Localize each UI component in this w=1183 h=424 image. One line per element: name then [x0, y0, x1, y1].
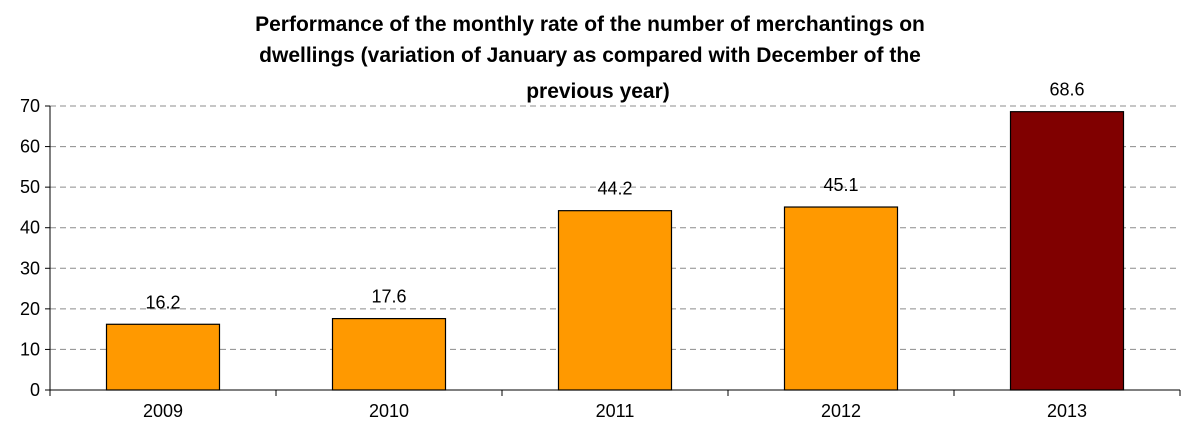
bars: [105, 111, 1125, 391]
data-label: 44.2: [597, 179, 632, 199]
bar-2012: [783, 206, 899, 391]
y-tick-label: 0: [30, 380, 40, 400]
bar-2010: [331, 317, 447, 391]
data-label: 16.2: [145, 292, 180, 312]
x-tick-label: 2012: [821, 401, 861, 421]
x-tick-label: 2009: [143, 401, 183, 421]
data-label: 68.6: [1049, 80, 1084, 100]
chart-title: Performance of the monthly rate of the n…: [255, 13, 925, 103]
x-tick-label: 2010: [369, 401, 409, 421]
chart-title-line-2: dwellings (variation of January as compa…: [259, 44, 921, 67]
y-axis-tick-labels: 0 10 20 30 40 50 60 70: [20, 96, 40, 400]
chart-title-line-1: Performance of the monthly rate of the n…: [255, 13, 925, 36]
y-tick-label: 50: [20, 177, 40, 197]
data-label: 17.6: [371, 287, 406, 307]
bar-2011: [557, 210, 673, 391]
chart-title-line-3: previous year): [526, 80, 670, 103]
bar-2009: [105, 323, 221, 391]
y-tick-label: 40: [20, 218, 40, 238]
x-tick-label: 2011: [596, 401, 635, 421]
x-tick-label: 2013: [1047, 401, 1087, 421]
y-tick-label: 60: [20, 137, 40, 157]
data-labels: 16.2 17.6 44.2 45.1 68.6: [145, 80, 1084, 313]
bar-2013: [1009, 111, 1125, 391]
y-tick-label: 30: [20, 258, 40, 278]
y-tick-label: 10: [20, 339, 40, 359]
y-tick-label: 70: [20, 96, 40, 116]
x-axis-tick-labels: 2009 2010 2011 2012 2013: [143, 401, 1087, 421]
data-label: 45.1: [823, 175, 858, 195]
y-tick-label: 20: [20, 299, 40, 319]
axes: [45, 105, 1181, 396]
